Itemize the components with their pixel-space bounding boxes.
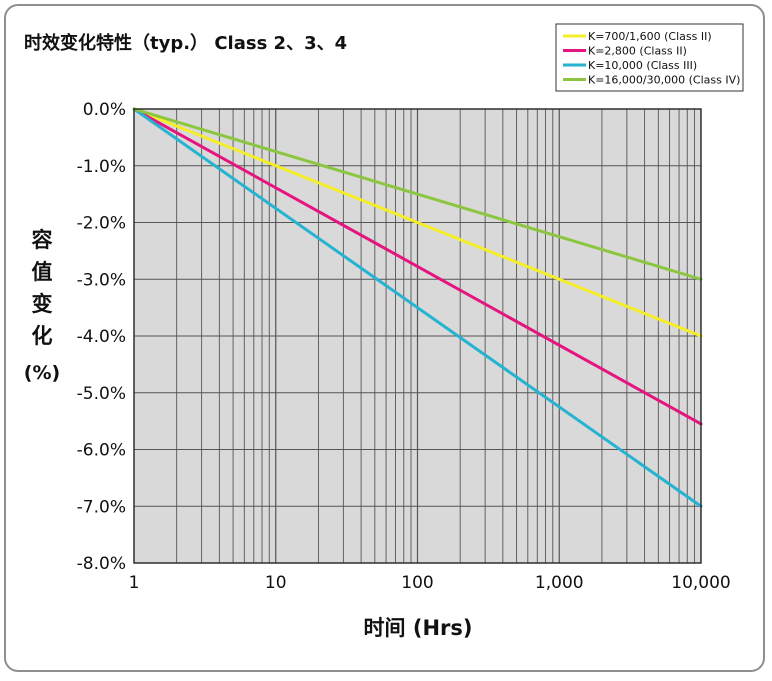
- y-tick-label: -7.0%: [77, 497, 126, 517]
- y-tick-label: -6.0%: [77, 441, 126, 461]
- series-line-3: [132, 107, 703, 508]
- x-tick-label: 10,000: [671, 573, 730, 593]
- y-tick-label: -3.0%: [77, 270, 126, 290]
- x-axis-label: 时间 (Hrs): [364, 616, 473, 640]
- y-axis-label-char: 变: [32, 292, 53, 316]
- legend-box: [555, 23, 744, 92]
- legend-entry-label: K=16,000/30,000 (Class IV): [588, 74, 740, 87]
- plot-border: [133, 108, 702, 564]
- x-tick-label: 1: [129, 573, 140, 593]
- y-tick-label: -5.0%: [77, 384, 126, 404]
- series-line-2: [132, 107, 703, 426]
- x-tick-label: 10: [265, 573, 287, 593]
- y-axis-label-char: 容: [32, 228, 53, 252]
- y-tick-label: 0.0%: [83, 100, 126, 120]
- x-axis-tick-labels: 1 10 100 1,000 10,000: [129, 573, 731, 593]
- legend-entry-label: K=10,000 (Class III): [588, 59, 697, 72]
- chart-title: 时效变化特性（typ.） Class 2、3、4: [24, 32, 347, 54]
- y-axis-label-char: 值: [32, 260, 53, 284]
- x-tick-label: 1,000: [535, 573, 584, 593]
- y-tick-label: -4.0%: [77, 327, 126, 347]
- grid-lines: [134, 109, 701, 563]
- legend-entry-label: K=2,800 (Class II): [588, 45, 687, 58]
- series-line-4: [132, 107, 703, 281]
- x-tick-label: 100: [401, 573, 433, 593]
- legend: K=700/1,600 (Class II) K=2,800 (Class II)…: [555, 23, 744, 92]
- y-tick-label: -2.0%: [77, 214, 126, 234]
- legend-entry-label: K=700/1,600 (Class II): [588, 30, 712, 43]
- series-lines: [132, 107, 703, 508]
- series-line-1: [132, 107, 703, 338]
- y-axis-tick-labels: 0.0% -1.0% -2.0% -3.0% -4.0% -5.0% -6.0% -7.0% -…: [77, 100, 126, 574]
- y-tick-label: -8.0%: [77, 554, 126, 574]
- y-axis-label-char: 化: [32, 324, 53, 348]
- y-tick-label: -1.0%: [77, 157, 126, 177]
- y-axis-label-char: (%): [24, 362, 60, 384]
